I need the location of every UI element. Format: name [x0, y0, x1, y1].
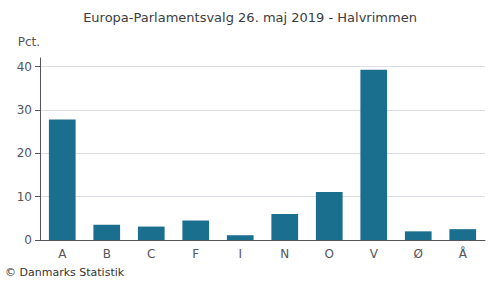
svg-text:Å: Å [459, 246, 468, 261]
svg-text:Ø: Ø [414, 247, 423, 261]
svg-text:O: O [325, 247, 334, 261]
svg-text:V: V [370, 247, 379, 261]
svg-text:40: 40 [17, 60, 32, 74]
svg-text:Pct.: Pct. [18, 35, 40, 49]
svg-text:N: N [280, 247, 289, 261]
svg-text:Europa-Parlamentsvalg 26. maj: Europa-Parlamentsvalg 26. maj 2019 - Hal… [83, 10, 417, 25]
svg-text:F: F [192, 247, 199, 261]
svg-text:10: 10 [17, 190, 32, 204]
svg-text:20: 20 [17, 146, 32, 160]
svg-text:30: 30 [17, 103, 32, 117]
svg-text:I: I [238, 247, 242, 261]
svg-text:A: A [58, 247, 67, 261]
svg-text:© Danmarks Statistik: © Danmarks Statistik [5, 266, 125, 279]
svg-text:0: 0 [24, 233, 32, 247]
svg-text:C: C [147, 247, 155, 261]
svg-text:B: B [103, 247, 111, 261]
